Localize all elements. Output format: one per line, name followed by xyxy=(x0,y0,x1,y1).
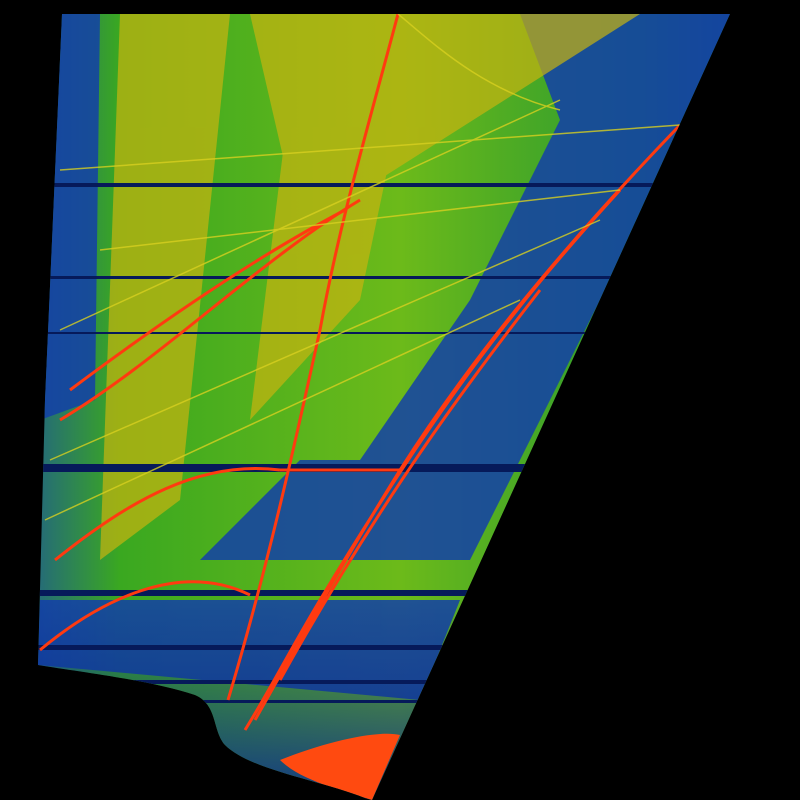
dark-bands xyxy=(38,183,730,703)
yellow-lines xyxy=(44,14,681,521)
red-lines xyxy=(39,14,682,731)
red-blob xyxy=(280,733,400,800)
